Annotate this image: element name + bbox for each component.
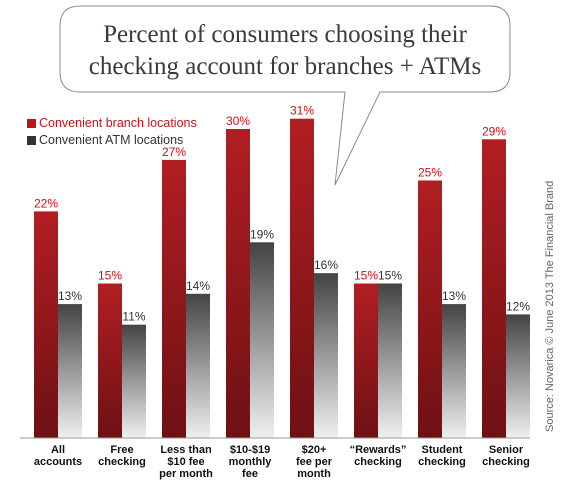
value-label-atm-7: 12% (506, 299, 530, 313)
value-label-branch-0: 22% (34, 196, 58, 210)
bar-atm-7 (506, 314, 530, 438)
bar-atm-4 (314, 273, 338, 438)
value-label-branch-4: 31% (290, 104, 314, 118)
bar-branch-1 (98, 283, 122, 438)
value-label-atm-4: 16% (314, 258, 338, 272)
bar-branch-4 (290, 118, 314, 438)
value-label-atm-1: 11% (122, 310, 145, 324)
bar-branch-2 (162, 159, 186, 438)
value-label-atm-0: 13% (58, 289, 82, 303)
source-note: Source: Novarica © June 2013 The Financi… (544, 181, 556, 432)
legend-label-atm: Convenient ATM locations (39, 133, 183, 147)
bar-atm-6 (442, 304, 466, 438)
category-label-2: Less than $10 fee per month (159, 444, 213, 480)
bar-branch-7 (482, 139, 506, 439)
bar-atm-2 (186, 293, 210, 438)
value-label-branch-1: 15% (98, 269, 122, 283)
value-label-atm-2: 14% (186, 279, 210, 293)
bar-atm-5 (378, 283, 402, 438)
chart-title-line-1: Percent of consumers choosing their (103, 21, 467, 48)
title-bubble: Percent of consumers choosing their chec… (59, 5, 511, 186)
bar-branch-6 (418, 180, 442, 438)
value-label-branch-6: 25% (418, 166, 442, 180)
chart-title-line-2: checking account for branches + ATMs (89, 53, 481, 80)
value-label-branch-3: 30% (226, 114, 250, 128)
legend-label-branch: Convenient branch locations (39, 116, 197, 130)
legend-swatch-atm (27, 136, 36, 145)
value-label-branch-2: 27% (162, 145, 186, 159)
category-label-4: $20+ fee per month (296, 444, 333, 480)
bubble-shape (59, 5, 511, 186)
category-label-3: $10-$19 monthly fee (229, 444, 273, 480)
bar-branch-5 (354, 283, 378, 438)
bar-atm-1 (122, 324, 146, 438)
category-label-0: All accounts (34, 444, 82, 468)
legend-swatch-branch (27, 119, 36, 128)
bar-atm-0 (58, 304, 82, 438)
value-label-branch-7: 29% (482, 124, 506, 138)
category-label-6: Student checking (418, 444, 466, 468)
category-label-5: “Rewards” checking (350, 444, 407, 468)
value-label-branch-5: 15% (354, 269, 378, 283)
category-labels-layer: All accounts Free checking Less than $10 fee p… (34, 444, 530, 480)
bar-branch-3 (226, 129, 250, 438)
value-label-atm-6: 13% (442, 289, 466, 303)
bar-atm-3 (250, 242, 274, 438)
value-label-atm-3: 19% (250, 227, 274, 241)
category-label-1: Free checking (98, 444, 146, 468)
value-label-atm-5: 15% (378, 269, 402, 283)
value-labels-layer: 22%13%15%11%27%14%30%19%31%16%15% 15%25%1… (34, 104, 530, 324)
legend: Convenient branch locations Convenient A… (27, 116, 197, 147)
bars-layer (34, 118, 530, 439)
bar-branch-0 (34, 211, 58, 438)
category-label-7: Senior checking (482, 444, 530, 468)
